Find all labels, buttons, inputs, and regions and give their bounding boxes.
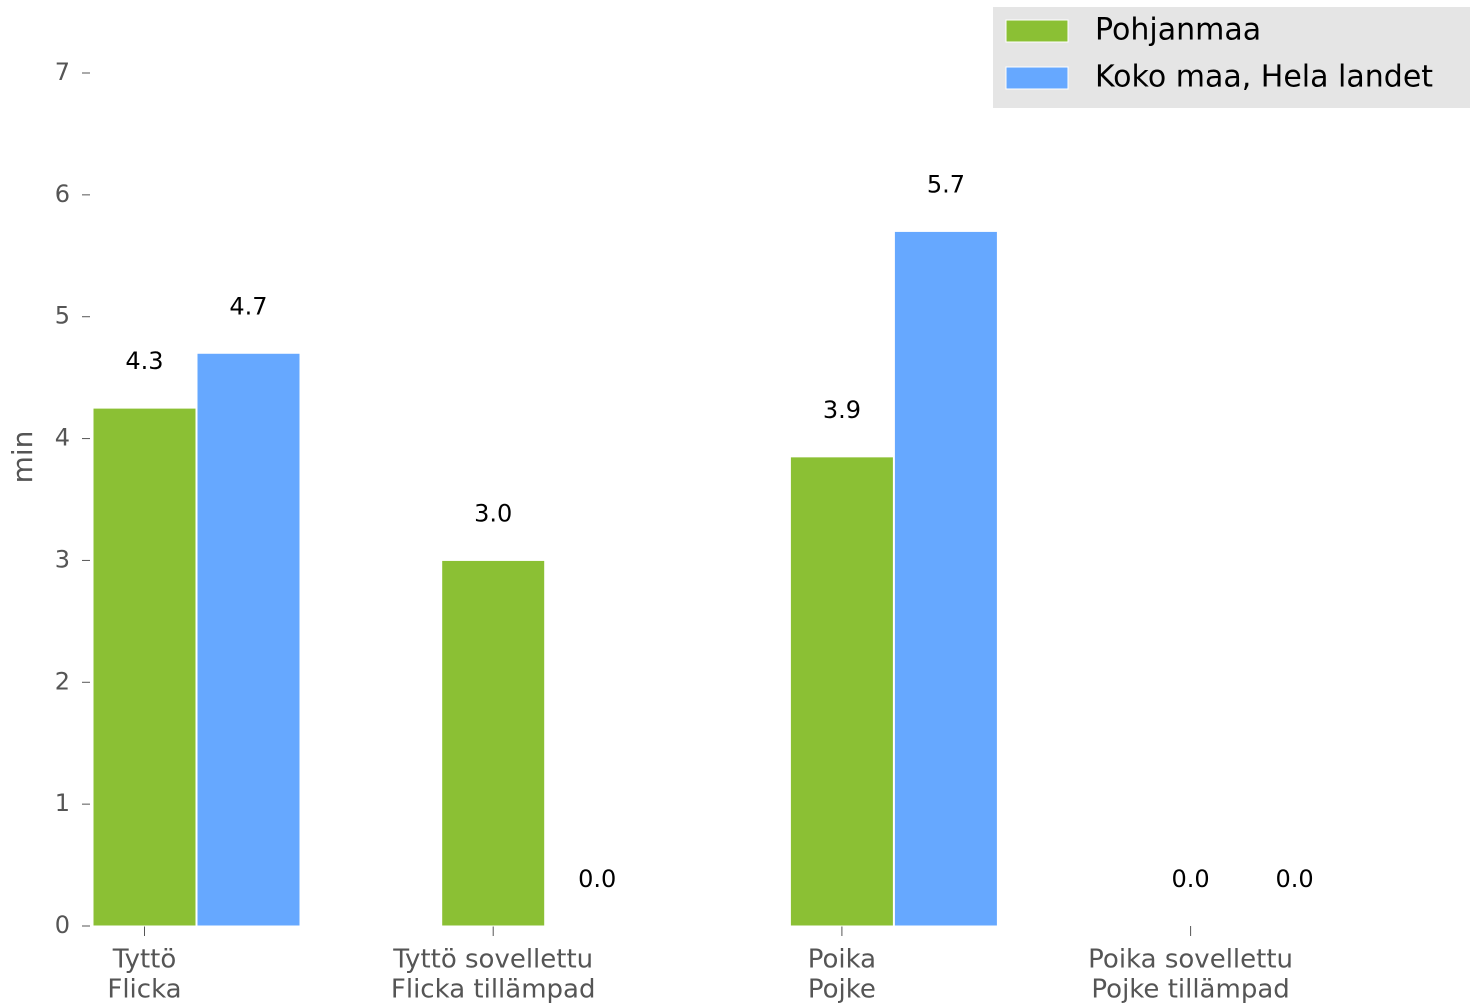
value-label: 0.0 bbox=[578, 865, 616, 893]
bar bbox=[196, 352, 301, 927]
bar bbox=[441, 559, 546, 927]
legend-label: Pohjanmaa bbox=[1095, 13, 1261, 48]
y-tick-label: 2 bbox=[55, 667, 70, 695]
x-tick-label: Poika bbox=[808, 945, 876, 975]
legend-swatch bbox=[1005, 66, 1069, 90]
y-tick-label: 0 bbox=[55, 911, 70, 939]
value-label: 4.3 bbox=[125, 347, 163, 375]
y-tick-label: 6 bbox=[55, 180, 70, 208]
x-tick-label: Poika sovellettu bbox=[1088, 945, 1293, 975]
y-tick-label: 3 bbox=[55, 545, 70, 573]
legend-swatch bbox=[1005, 19, 1069, 43]
bar bbox=[92, 407, 197, 927]
legend-label: Koko maa, Hela landet bbox=[1095, 60, 1433, 95]
x-tick-label: Flicka bbox=[107, 975, 181, 1003]
value-label: 3.9 bbox=[823, 396, 861, 424]
y-tick-label: 5 bbox=[55, 302, 70, 330]
x-tick-label: Tyttö sovellettu bbox=[392, 945, 593, 975]
value-label: 0.0 bbox=[1172, 865, 1210, 893]
y-tick-label: 1 bbox=[55, 789, 70, 817]
value-label: 4.7 bbox=[229, 292, 267, 320]
value-label: 5.7 bbox=[927, 170, 965, 198]
x-tick-label: Flicka tillämpad bbox=[391, 975, 596, 1003]
bar bbox=[789, 456, 894, 927]
y-tick-label: 7 bbox=[55, 58, 70, 86]
value-label: 3.0 bbox=[474, 499, 512, 527]
x-tick-label: Pojke bbox=[808, 975, 876, 1003]
y-axis-label: min bbox=[6, 431, 39, 484]
value-label: 0.0 bbox=[1276, 865, 1314, 893]
x-tick-label: Pojke tillämpad bbox=[1091, 975, 1289, 1003]
x-tick-label: Tyttö bbox=[112, 945, 177, 975]
legend-box bbox=[993, 7, 1470, 108]
bar bbox=[893, 230, 998, 927]
y-tick-label: 4 bbox=[55, 424, 70, 452]
